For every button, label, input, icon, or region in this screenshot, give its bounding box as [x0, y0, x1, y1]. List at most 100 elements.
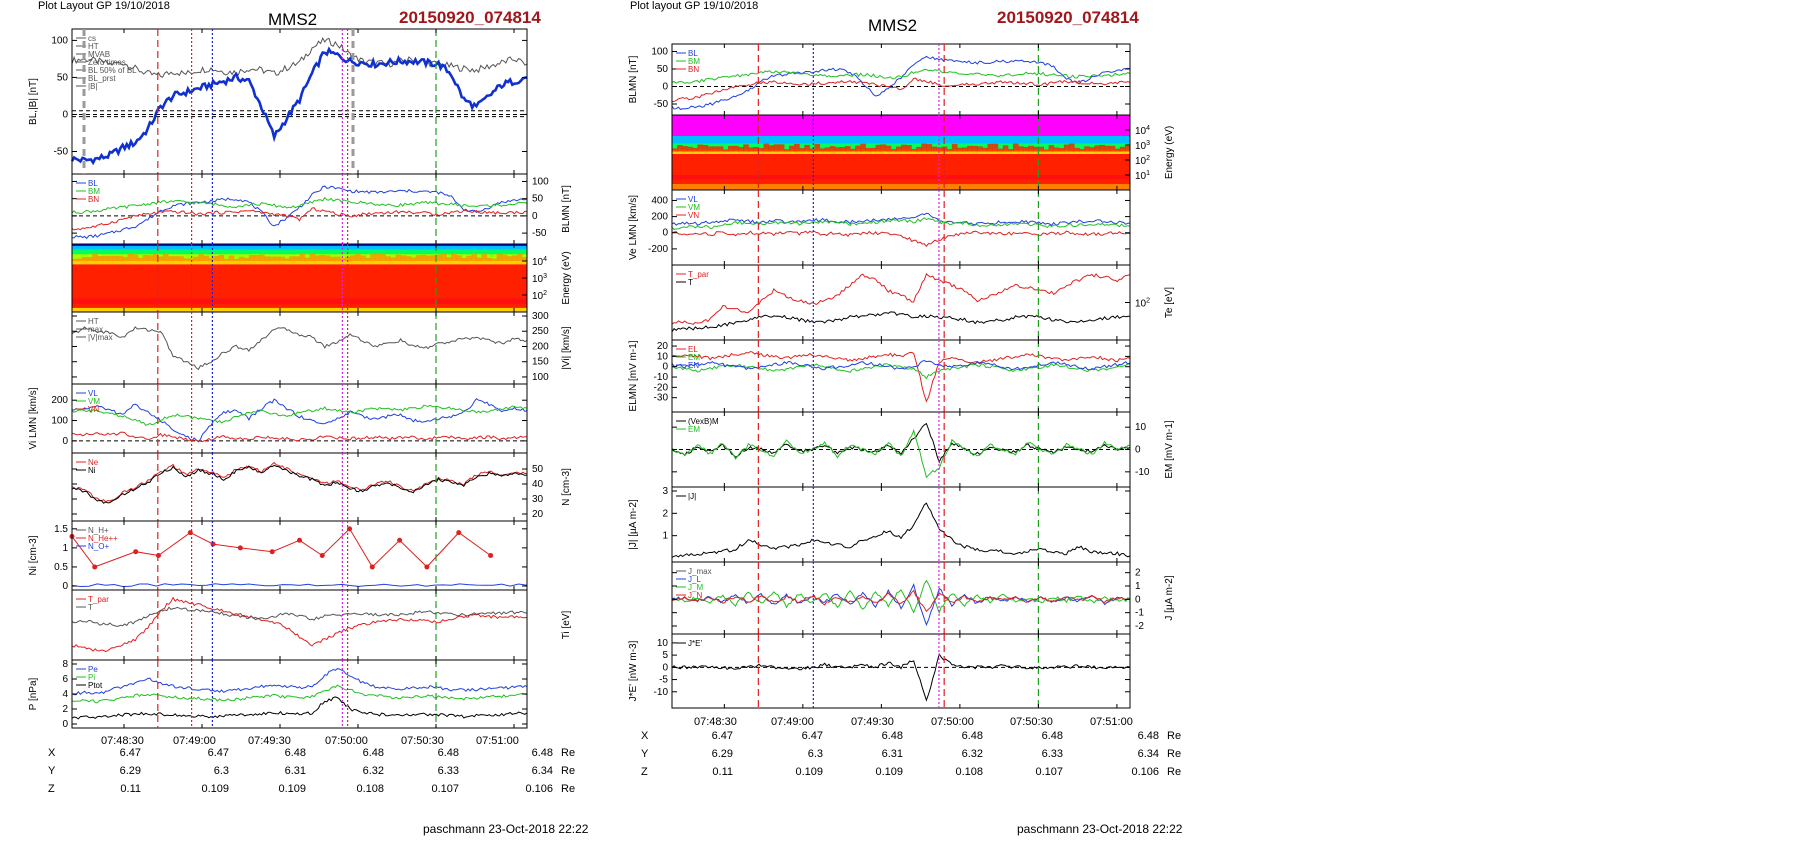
- y-axis-label: Ve LMN [km/s]: [628, 195, 639, 260]
- spectrogram-pixel: [814, 144, 821, 152]
- spectrogram-pixel: [1028, 145, 1034, 152]
- spectrogram-pixel: [350, 255, 356, 261]
- data-point: [92, 564, 98, 570]
- spectrogram-pixel: [132, 254, 139, 261]
- cell: 0.109: [875, 766, 903, 778]
- y-tick-label: 10: [1135, 422, 1147, 433]
- spectrogram-pixel: [692, 147, 698, 152]
- series-line-BN: [671, 77, 1131, 103]
- spectrogram-pixel: [1033, 146, 1039, 152]
- y-tick-label: 0: [1135, 445, 1141, 456]
- panel-frame: [671, 43, 1131, 116]
- spectrogram-pixel: [789, 145, 795, 152]
- spectrogram-pixel: [87, 257, 93, 261]
- y-tick-label: 104: [532, 256, 547, 268]
- legend-label: EL: [688, 345, 698, 354]
- spectrogram-pixel: [1119, 146, 1126, 152]
- spectrogram-pixel: [956, 147, 963, 152]
- y-tick-label: -50: [654, 99, 669, 110]
- legend-label: VM: [88, 397, 100, 406]
- spectrogram-pixel: [496, 253, 503, 261]
- spectrogram-pixel: [395, 254, 402, 261]
- spectrogram-pixel: [1007, 149, 1014, 152]
- y-tick-label: 200: [651, 212, 668, 223]
- spectrogram-pixel: [1079, 148, 1085, 152]
- y-axis-label: J*E' [nW m-3]: [628, 640, 639, 701]
- y-tick-label: 200: [51, 395, 68, 406]
- y-tick-label: -20: [654, 382, 669, 393]
- spectrogram-pixel: [334, 256, 341, 261]
- spectrogram-pixel: [259, 254, 265, 261]
- series-line-EN: [671, 359, 1131, 371]
- spectrogram-pixel: [895, 146, 902, 152]
- y-tick-label: 8: [62, 659, 68, 670]
- y-tick-label: 100: [51, 416, 68, 427]
- cell: 0.11: [120, 783, 141, 795]
- spectrogram-pixel: [829, 146, 836, 152]
- y-tick-label: 104: [1135, 125, 1150, 137]
- cell: 6.3: [213, 765, 229, 777]
- series-line-Pi: [71, 684, 528, 704]
- spectrogram-pixel: [223, 258, 230, 261]
- data-point: [488, 553, 494, 558]
- spectrogram-pixel: [324, 255, 331, 261]
- y-tick-label: 0: [662, 362, 668, 373]
- cell: 6.48: [531, 747, 553, 759]
- spectrogram-pixel: [926, 144, 933, 152]
- spectrogram-pixel: [1068, 143, 1075, 152]
- spectrogram-pixel: [753, 146, 760, 152]
- cell: 6.32: [961, 748, 983, 760]
- spectrogram-pixel: [360, 255, 366, 261]
- spectrogram-pixel: [264, 256, 270, 261]
- cell: 0.108: [356, 783, 384, 795]
- spectrogram-pixel: [425, 255, 432, 261]
- series-line-JM: [672, 579, 1131, 615]
- spectrogram-pixel: [799, 148, 805, 152]
- series-line-Ne: [71, 461, 527, 503]
- spectrogram-pixel: [243, 257, 250, 261]
- spectrogram-pixel: [880, 144, 887, 152]
- y-tick-label: -10: [654, 687, 669, 698]
- cell: 6.47: [207, 747, 229, 759]
- right-time-label: 07:49:30: [851, 716, 894, 728]
- series-line-Ni: [71, 464, 528, 504]
- spectrogram-pixel: [233, 258, 240, 261]
- y-tick-label: 50: [532, 194, 544, 205]
- table-row: Z 0.11 0.109 0.109 0.108 0.107 0.106 Re: [48, 780, 575, 798]
- panel-frame: [671, 339, 1131, 413]
- spectrogram-pixel: [410, 257, 417, 261]
- spectrogram-pixel: [845, 146, 851, 152]
- spectrogram-pixel: [768, 145, 775, 152]
- y-axis-label: Ni [cm-3]: [28, 535, 39, 575]
- legend-label: (VexB)M: [688, 417, 719, 426]
- spectrogram-pixel: [982, 147, 989, 152]
- spectrogram-pixel: [1084, 146, 1090, 152]
- spectrogram-pixel: [702, 144, 709, 152]
- spectrogram-pixel: [516, 253, 523, 261]
- legend-label: Zero times: [88, 58, 126, 67]
- spectrogram-pixel: [254, 255, 260, 261]
- spectrogram-pixel: [875, 144, 882, 152]
- spectrogram-pixel: [809, 148, 815, 152]
- spectrogram-pixel: [794, 143, 800, 152]
- spectrogram-pixel: [436, 254, 442, 261]
- cell: 6.34: [531, 765, 553, 777]
- y-tick-label: 4: [62, 689, 68, 700]
- spectrogram-pixel: [142, 254, 149, 261]
- y-tick-label: 0: [532, 211, 538, 222]
- spectrogram-pixel: [486, 257, 493, 261]
- spectrogram-pixel: [289, 256, 295, 261]
- spectrogram-pixel: [446, 257, 452, 261]
- series-line-JE: [671, 653, 1131, 702]
- series-line-NO: [71, 583, 528, 588]
- panel-frame: [671, 189, 1131, 266]
- y-tick-label: 103: [1135, 140, 1150, 152]
- spectrogram-pixel: [355, 254, 361, 261]
- spectrogram-pixel: [1012, 143, 1019, 152]
- spectrogram-pixel: [951, 144, 958, 152]
- cell: 6.48: [1137, 730, 1159, 742]
- table-row: X 6.47 6.47 6.48 6.48 6.48 6.48 Re: [48, 744, 575, 762]
- series-line-VM: [71, 404, 528, 427]
- y-tick-label: 100: [51, 35, 68, 46]
